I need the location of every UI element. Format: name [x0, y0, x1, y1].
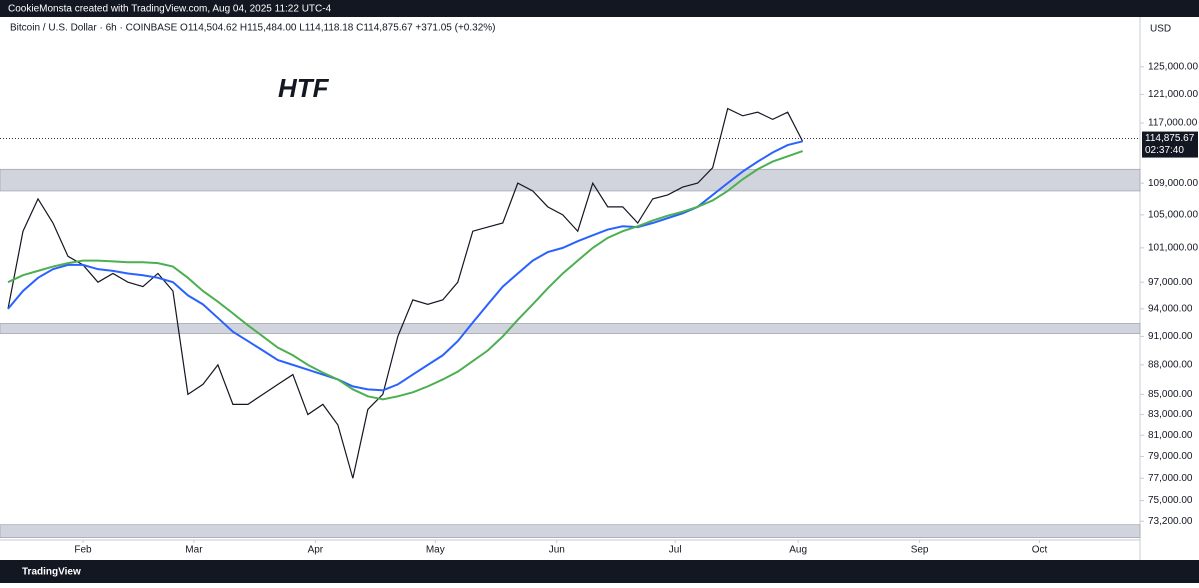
x-tick-label: Sep [911, 545, 929, 556]
y-tick-label: 83,000.00 [1148, 409, 1193, 420]
header-bar [0, 0, 1199, 17]
y-tick-label: 81,000.00 [1148, 430, 1193, 441]
header-text: CookieMonsta created with TradingView.co… [8, 4, 332, 15]
last-price-box [1142, 131, 1198, 158]
y-tick-label: 125,000.00 [1148, 61, 1198, 72]
zone [0, 323, 1141, 334]
y-tick-label: 117,000.00 [1148, 118, 1198, 129]
price-line [7, 150, 803, 401]
y-tick-label: 77,000.00 [1148, 473, 1193, 484]
y-tick-label: 73,200.00 [1148, 516, 1193, 527]
footer-bar [0, 560, 1199, 583]
x-tick-label: Jun [549, 545, 565, 556]
zone [0, 168, 1141, 192]
x-tick-label: Oct [1032, 545, 1048, 556]
y-unit: USD [1150, 24, 1171, 35]
x-tick-label: Feb [74, 545, 92, 556]
annotation: HTF [278, 73, 330, 103]
price-line [7, 140, 803, 392]
x-tick-label: May [426, 545, 445, 556]
footer-text: TradingView [22, 567, 81, 578]
y-tick-label: 75,000.00 [1148, 495, 1193, 506]
y-tick-label: 79,000.00 [1148, 451, 1193, 462]
y-tick-label: 101,000.00 [1148, 243, 1198, 254]
x-tick-label: Aug [789, 545, 807, 556]
y-tick-label: 97,000.00 [1148, 277, 1193, 288]
y-tick-label: 109,000.00 [1148, 178, 1198, 189]
y-tick-label: 94,000.00 [1148, 304, 1193, 315]
y-tick-label: 85,000.00 [1148, 389, 1193, 400]
countdown: 02:37:40 [1145, 145, 1184, 156]
y-tick-label: 91,000.00 [1148, 331, 1193, 342]
zone [0, 524, 1141, 538]
legend-text: Bitcoin / U.S. Dollar · 6h · COINBASE O1… [10, 23, 496, 34]
last-price-label: 114,875.67 [1145, 133, 1195, 144]
plot-area [0, 107, 1141, 538]
y-tick-label: 121,000.00 [1148, 89, 1198, 100]
y-tick-label: 105,000.00 [1148, 210, 1198, 221]
x-tick-label: Jul [669, 545, 682, 556]
x-tick-label: Mar [185, 545, 203, 556]
price-line [7, 107, 804, 479]
x-tick-label: Apr [308, 545, 324, 556]
y-tick-label: 88,000.00 [1148, 360, 1193, 371]
